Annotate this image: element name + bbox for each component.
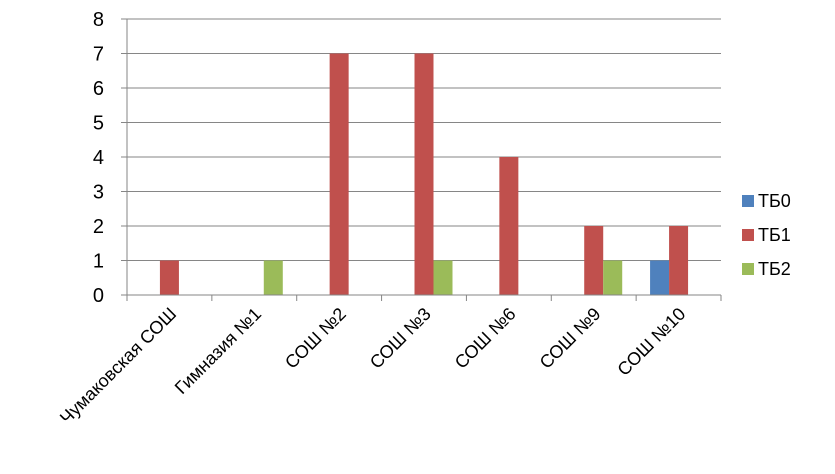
y-tick-label: 1 <box>93 251 104 273</box>
legend-label: ТБ2 <box>758 259 791 279</box>
x-category-label: СОШ №9 <box>536 304 605 373</box>
y-tick-label: 3 <box>93 182 104 204</box>
bar-ТБ1-6 <box>669 226 689 295</box>
bar-ТБ1-5 <box>584 226 604 295</box>
y-tick-label: 4 <box>93 147 104 169</box>
bar-ТБ1-2 <box>329 53 349 295</box>
legend: ТБ0 ТБ1 ТБ2 <box>742 191 791 279</box>
x-category-label: СОШ №3 <box>366 304 435 373</box>
y-tick-label: 8 <box>93 9 104 31</box>
bar-ТБ1-3 <box>414 53 434 295</box>
bar-ТБ2-5 <box>603 260 623 295</box>
bar-ТБ2-3 <box>433 260 453 295</box>
x-category-label: Гимназия №1 <box>171 304 265 398</box>
y-tick-label: 5 <box>93 113 104 135</box>
legend-swatch <box>742 195 754 207</box>
y-tick-label: 2 <box>93 216 104 238</box>
legend-swatch <box>742 263 754 275</box>
x-category-label: СОШ №2 <box>281 304 350 373</box>
bars <box>159 53 689 295</box>
y-tick-label: 6 <box>93 78 104 100</box>
y-tick-label: 7 <box>93 44 104 66</box>
bar-ТБ0-6 <box>650 260 670 295</box>
x-category-label: СОШ №10 <box>613 304 689 380</box>
x-category-label: Чумаковская СОШ <box>56 304 180 428</box>
bar-ТБ1-0 <box>159 260 179 295</box>
legend-label: ТБ0 <box>758 191 791 211</box>
legend-swatch <box>742 229 754 241</box>
bar-ТБ2-1 <box>263 260 283 295</box>
bar-ТБ1-4 <box>499 157 519 295</box>
axes <box>126 19 722 301</box>
y-axis-tick-labels: 0 1 2 3 4 5 6 7 8 <box>93 9 104 307</box>
y-tick-label: 0 <box>93 285 104 307</box>
legend-label: ТБ1 <box>758 225 791 245</box>
x-category-label: СОШ №6 <box>451 304 520 373</box>
